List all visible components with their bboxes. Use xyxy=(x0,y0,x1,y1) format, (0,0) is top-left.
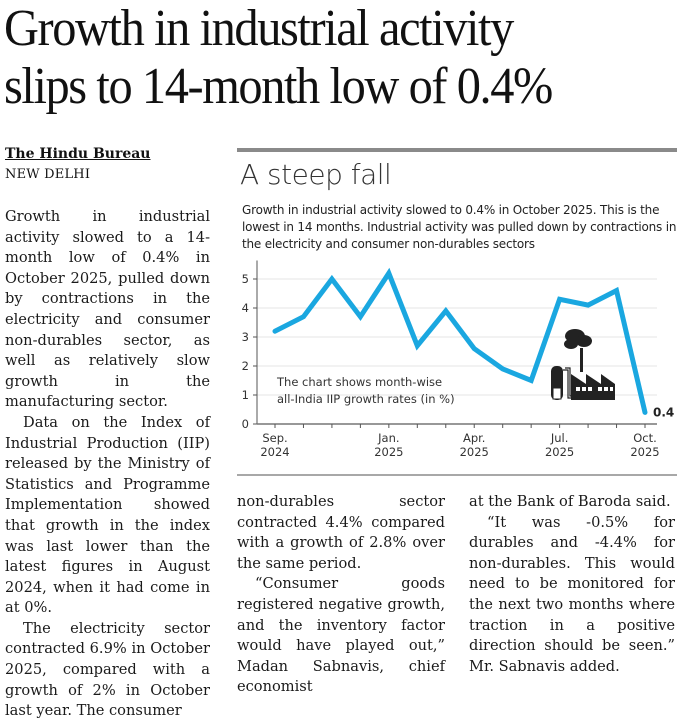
paragraph: non-durables sector contracted 4.4% comp… xyxy=(237,492,445,574)
y-tick-label: 4 xyxy=(242,301,249,315)
paragraph: Data on the Index of Industrial Producti… xyxy=(5,413,210,619)
headline-line-1: Growth in industrial activity xyxy=(4,0,633,58)
article-column-2: non-durables sector contracted 4.4% comp… xyxy=(237,492,445,698)
headline: Growth in industrial activity slips to 1… xyxy=(4,0,633,116)
x-tick-label: Sep. xyxy=(262,431,287,445)
headline-line-2: slips to 14-month low of 0.4% xyxy=(4,58,633,116)
paragraph: “It was -0.5% for durables and -4.4% for… xyxy=(469,513,675,678)
paragraph: “Consumer goods registered negative grow… xyxy=(237,574,445,698)
paragraph: at the Bank of Baroda said. xyxy=(469,492,675,513)
x-tick-label: 2024 xyxy=(260,445,289,459)
y-tick-label: 3 xyxy=(242,330,249,344)
x-tick-label: 2025 xyxy=(630,445,659,459)
x-tick-label: Jan. xyxy=(377,431,399,445)
x-tick-label: 2025 xyxy=(460,445,489,459)
y-tick-label: 0 xyxy=(242,417,249,431)
y-tick-label: 1 xyxy=(242,388,249,402)
x-tick-label: Jul. xyxy=(550,431,569,445)
paragraph: Growth in industrial activity slowed to … xyxy=(5,207,210,413)
x-tick-label: Oct. xyxy=(633,431,657,445)
chart-annotation-line-2: all-India IIP growth rates (in %) xyxy=(277,392,455,406)
article-column-3: at the Bank of Baroda said. “It was -0.5… xyxy=(469,492,675,677)
y-tick-label: 2 xyxy=(242,359,249,373)
x-tick-label: Apr. xyxy=(463,431,486,445)
article-column-1: Growth in industrial activity slowed to … xyxy=(5,207,210,722)
dateline: NEW DELHI xyxy=(5,167,90,182)
chart-annotation-line-1: The chart shows month-wise xyxy=(276,375,442,389)
x-tick-label: 2025 xyxy=(545,445,574,459)
chart-graphic: A steep fall Growth in industrial activi… xyxy=(237,148,677,478)
line-chart: 012345Sep.2024Jan.2025Apr.2025Jul.2025Oc… xyxy=(237,148,677,478)
paragraph: The electricity sector contracted 6.9% i… xyxy=(5,619,210,722)
byline[interactable]: The Hindu Bureau xyxy=(5,146,151,162)
x-tick-label: 2025 xyxy=(374,445,403,459)
factory-icon xyxy=(551,329,615,400)
chart-bottom-rule xyxy=(237,474,677,476)
y-tick-label: 5 xyxy=(242,272,249,286)
end-value-label: 0.4 xyxy=(653,405,674,419)
